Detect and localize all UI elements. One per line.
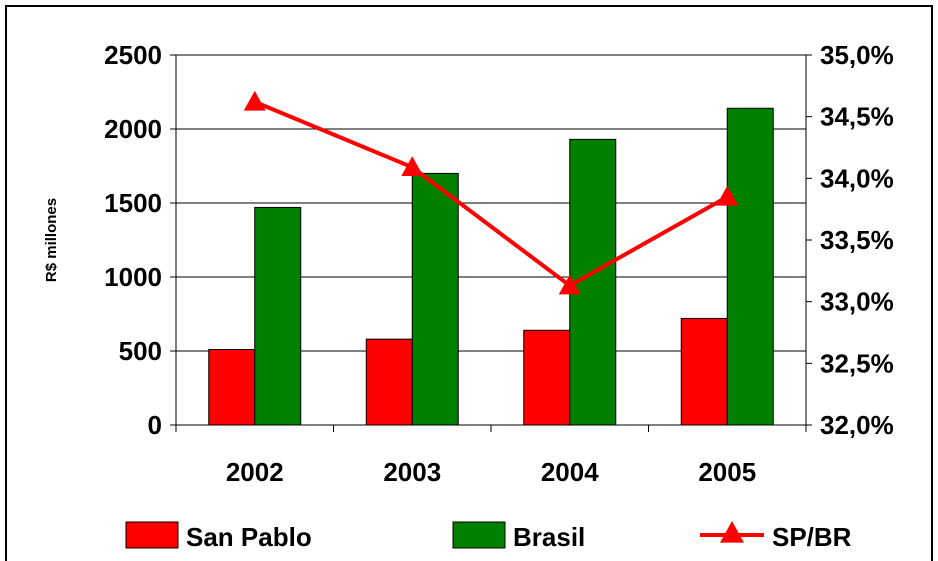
- bar-san-pablo: [523, 329, 571, 426]
- y-tick-label: 1500: [104, 188, 162, 218]
- y-tick-label: 0: [148, 410, 162, 440]
- bar-brasil: [254, 206, 302, 426]
- x-tick-label: 2004: [541, 457, 599, 487]
- series-point-sp-br: [243, 90, 266, 111]
- series-line-sp-br: [253, 100, 729, 289]
- y-tick-label: 1000: [104, 262, 162, 292]
- ratio-line: [243, 90, 739, 295]
- y-tick-label: 2500: [104, 40, 162, 70]
- legend-marker-sp-br: [720, 521, 744, 543]
- bar-san-pablo: [680, 317, 728, 426]
- y2-tick-label: 33,5%: [820, 225, 894, 255]
- y2-tick-label: 35,0%: [820, 40, 894, 70]
- legend: San Pablo Brasil SP/BR: [125, 521, 852, 552]
- y-tick-label: 500: [119, 336, 162, 366]
- x-tick-label: 2002: [226, 457, 284, 487]
- legend-label-brasil: Brasil: [513, 522, 585, 552]
- legend-swatch-brasil: [452, 521, 506, 549]
- bar-brasil: [726, 107, 774, 426]
- tick-labels: 0 500 1000 1500 2000 2500 32,0% 32,5% 33,0% 33,5%…: [104, 40, 894, 487]
- axes: [170, 54, 812, 432]
- y2-tick-label: 34,5%: [820, 102, 894, 132]
- series-point-sp-br: [401, 156, 424, 177]
- legend-label-sp-br: SP/BR: [772, 522, 852, 552]
- legend-swatch-san-pablo: [125, 521, 179, 549]
- x-tick-label: 2005: [698, 457, 756, 487]
- y-tick-label: 2000: [104, 114, 162, 144]
- chart-frame: [5, 5, 933, 561]
- y2-tick-label: 33,0%: [820, 287, 894, 317]
- bar-san-pablo: [365, 338, 413, 426]
- series-point-sp-br: [716, 185, 739, 206]
- legend-label-san-pablo: San Pablo: [186, 522, 312, 552]
- bar-brasil: [411, 172, 459, 426]
- y2-tick-label: 34,0%: [820, 163, 894, 193]
- y2-tick-label: 32,5%: [820, 348, 894, 378]
- x-tick-label: 2003: [383, 457, 441, 487]
- y2-tick-label: 32,0%: [820, 410, 894, 440]
- y-axis-title: R$ millones: [43, 198, 60, 282]
- bar-san-pablo: [208, 349, 256, 426]
- series-point-sp-br: [558, 274, 581, 295]
- bars: [208, 107, 774, 426]
